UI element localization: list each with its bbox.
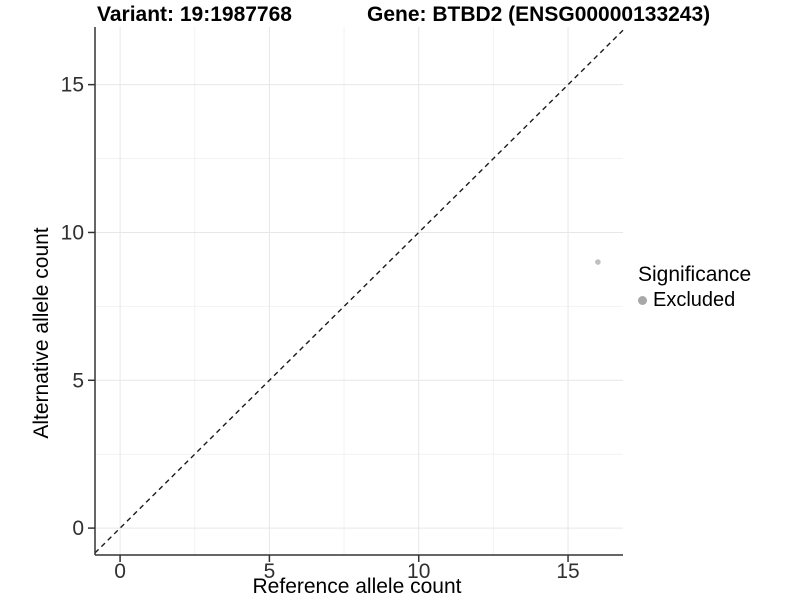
variant-title: Variant: 19:1987768 xyxy=(97,3,292,26)
gene-title: Gene: BTBD2 (ENSG00000133243) xyxy=(367,3,711,26)
y-axis-label: Alternative allele count xyxy=(30,227,53,439)
legend-title: Significance xyxy=(638,263,752,286)
y-tick-label: 0 xyxy=(72,517,84,540)
legend-item-label: Excluded xyxy=(653,289,736,311)
legend: Significance Excluded xyxy=(638,262,751,312)
identity-line xyxy=(94,29,624,554)
legend-point-icon xyxy=(638,295,647,305)
y-tick-label: 5 xyxy=(72,369,84,392)
legend-item-excluded: Excluded xyxy=(638,288,751,312)
x-tick-label: 15 xyxy=(556,560,579,583)
x-tick-label: 10 xyxy=(407,560,430,583)
x-tick-label: 5 xyxy=(264,560,276,583)
y-tick-label: 10 xyxy=(61,221,84,244)
y-tick-label: 15 xyxy=(61,74,84,97)
x-tick-label: 0 xyxy=(114,560,126,583)
data-point xyxy=(595,259,601,265)
x-axis-label: Reference allele count xyxy=(252,575,462,598)
